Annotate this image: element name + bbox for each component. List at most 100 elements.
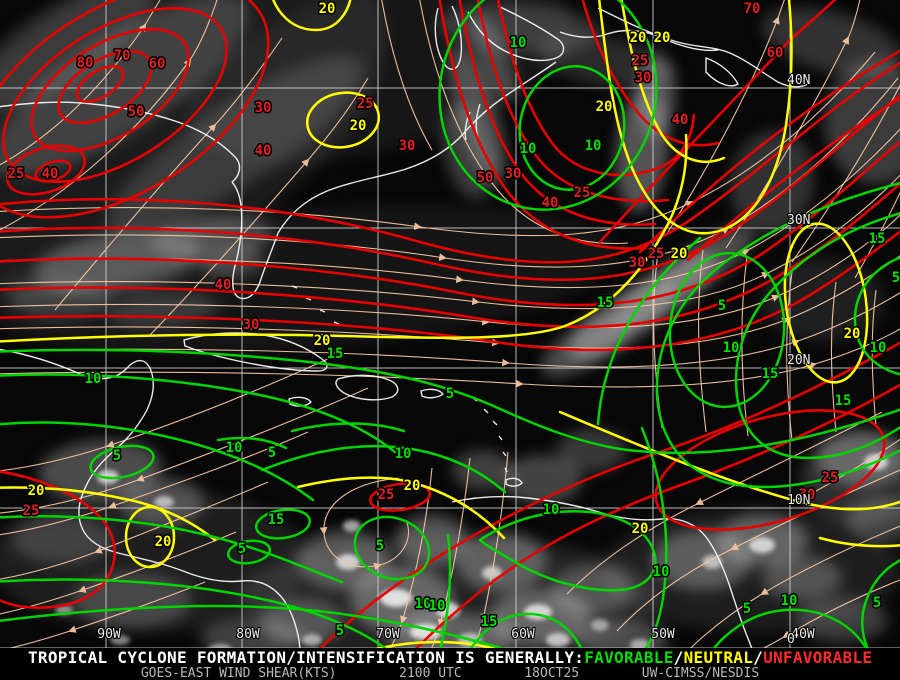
contour-label: 5	[268, 445, 276, 461]
status-prefix: TROPICAL CYCLONE FORMATION/INTENSIFICATI…	[28, 648, 585, 667]
latitude-label: 10N	[787, 493, 810, 508]
shear-contour-yellow	[305, 91, 381, 149]
shear-contour-red	[30, 27, 190, 153]
shear-contour-green	[0, 578, 390, 650]
streamline	[687, 525, 900, 650]
shear-contour-yellow	[818, 536, 900, 548]
contour-label: 5	[238, 541, 246, 557]
cloud	[456, 532, 548, 592]
shear-contours-green	[0, 0, 900, 650]
contour-label: 30	[505, 166, 522, 182]
streamline	[616, 469, 900, 632]
cloud	[441, 105, 495, 199]
contour-label: 25	[574, 185, 591, 201]
contour-label: 10	[543, 502, 560, 518]
longitude-label: 50W	[651, 627, 675, 642]
streamline	[741, 255, 749, 437]
shear-contour-red	[0, 230, 900, 352]
cloud	[0, 0, 155, 113]
contour-label: 25	[378, 487, 395, 503]
shear-contour-yellow	[296, 476, 506, 540]
contour-label: 10	[415, 596, 432, 612]
shear-contour-green	[0, 373, 397, 454]
cloud	[260, 598, 344, 646]
cloud	[12, 516, 112, 564]
contour-label: 70	[744, 1, 761, 17]
longitude-label: 60W	[511, 627, 535, 642]
contour-label: 60	[149, 56, 166, 72]
shear-contour-red	[0, 0, 270, 219]
shear-contour-yellow	[272, 0, 352, 32]
contour-label: 10	[781, 593, 798, 609]
longitude-label: 70W	[376, 627, 400, 642]
shear-contour-red	[0, 61, 900, 264]
cloud-core	[154, 496, 174, 508]
status-neutral: NEUTRAL	[683, 648, 754, 667]
coastline	[0, 101, 241, 183]
contour-label: 15	[869, 231, 886, 247]
shear-contour-green	[478, 510, 657, 592]
contour-label: 25	[822, 470, 839, 486]
shear-contour-yellow	[367, 640, 504, 650]
streamline	[54, 37, 283, 311]
product-info-line: GOES-EAST WIND SHEAR(KTS) 2100 UTC 18OCT…	[140, 666, 760, 680]
contour-label: 15	[835, 393, 852, 409]
contour-label: 40	[215, 277, 232, 293]
streamline	[388, 467, 433, 650]
streamline	[759, 579, 900, 650]
contour-label: 10	[520, 141, 537, 157]
shear-contour-red	[34, 159, 72, 183]
streamline	[799, 438, 900, 501]
shear-contour-green	[438, 533, 452, 650]
cloud	[449, 45, 507, 185]
shear-contour-green	[226, 539, 272, 565]
contour-label: 5	[376, 538, 384, 554]
cloud	[106, 291, 218, 329]
shear-contour-yellow	[620, 0, 726, 163]
contour-label: 30	[399, 138, 416, 154]
shear-contour-green	[596, 236, 702, 426]
contour-label: 40	[542, 195, 559, 211]
longitude-label: 80W	[236, 627, 260, 642]
contour-label: 5	[892, 270, 900, 286]
coastline	[291, 285, 340, 325]
contour-label: 15	[597, 295, 614, 311]
contour-label: 30	[629, 255, 646, 271]
shear-contour-green	[254, 508, 312, 540]
coastline	[451, 495, 754, 650]
shear-contour-green	[0, 421, 315, 502]
streamline	[381, 0, 433, 151]
cloud	[762, 7, 900, 77]
contour-label: 10	[226, 440, 243, 456]
shear-contour-red	[581, 0, 720, 147]
shear-contour-green	[655, 181, 900, 489]
status-unfavorable: UNFAVORABLE	[763, 648, 873, 667]
coastline	[183, 332, 328, 372]
coastline	[705, 57, 739, 87]
cloud-core	[302, 634, 322, 646]
shear-contour-yellow	[783, 222, 869, 384]
contour-label: 25	[8, 166, 25, 182]
shear-contour-red	[686, 96, 900, 262]
contour-label: 10	[85, 371, 102, 387]
shear-contour-yellow	[597, 0, 793, 235]
cloud-core	[336, 554, 360, 570]
contour-label: 15	[268, 512, 285, 528]
shear-contour-red	[2, 6, 228, 184]
contour-label: 20	[632, 521, 649, 537]
streamline	[430, 457, 471, 650]
shear-contour-green	[438, 0, 658, 211]
longitude-label: 40W	[791, 627, 815, 642]
contour-label: 25	[632, 53, 649, 69]
cloud	[816, 430, 900, 486]
contour-label: 5	[743, 601, 751, 617]
contour-label: 5	[873, 595, 881, 611]
latitude-label: 20N	[787, 353, 810, 368]
streamline	[0, 481, 269, 580]
cloud	[502, 455, 582, 505]
shear-contour-green	[734, 212, 900, 460]
streamline	[0, 0, 161, 166]
cloud	[38, 439, 162, 501]
